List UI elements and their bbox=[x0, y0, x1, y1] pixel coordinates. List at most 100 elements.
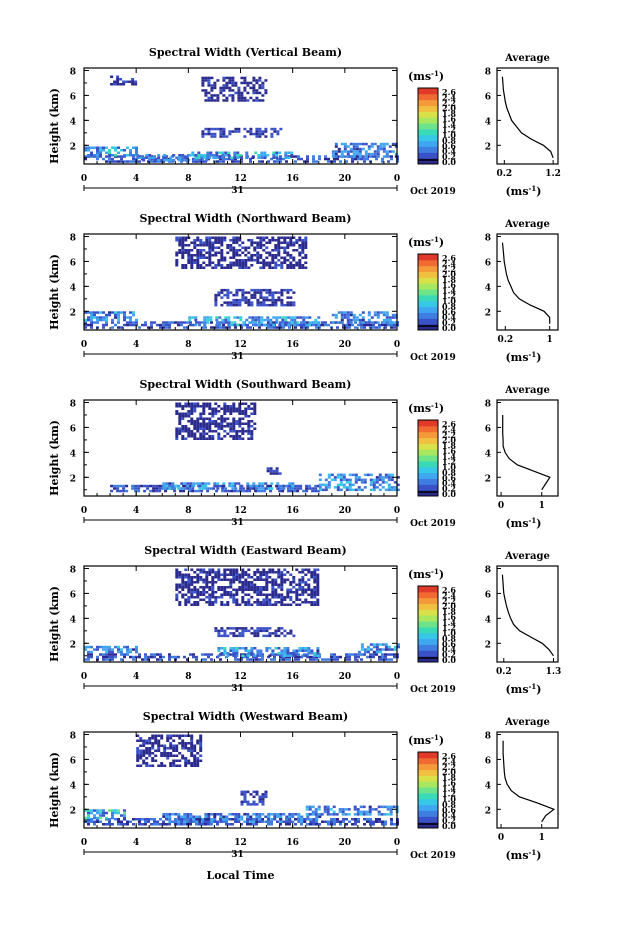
heatmap-cell bbox=[193, 259, 197, 262]
heatmap-cell bbox=[190, 734, 194, 737]
colorbar-swatch bbox=[418, 466, 438, 474]
heatmap-cell bbox=[180, 321, 183, 324]
heatmap-cell bbox=[189, 321, 192, 324]
heatmap-cell bbox=[326, 808, 330, 811]
heatmap-cell bbox=[190, 591, 194, 594]
heatmap-cell bbox=[204, 326, 207, 329]
colorbar-tick-label: 0.4 bbox=[442, 146, 456, 156]
heatmap-cell bbox=[111, 658, 114, 661]
heatmap-cell bbox=[243, 798, 247, 801]
colorbar-tick-label: 2.6 bbox=[442, 253, 456, 263]
heatmap-cell bbox=[223, 420, 227, 423]
heatmap-cell bbox=[391, 142, 395, 146]
heatmap-cell bbox=[227, 316, 231, 319]
heatmap-cell bbox=[162, 160, 165, 163]
heatmap-cell bbox=[225, 99, 229, 102]
colorbar-swatch bbox=[418, 443, 438, 450]
colorbar-swatch bbox=[418, 455, 438, 462]
heatmap-cell bbox=[280, 578, 284, 581]
heatmap-cell bbox=[235, 634, 239, 638]
heatmap-cell bbox=[340, 311, 344, 314]
colorbar-tick-label: 2.2 bbox=[442, 264, 456, 274]
heatmap-cell bbox=[90, 146, 93, 149]
heatmap-cell bbox=[229, 261, 233, 264]
heatmap-cell bbox=[158, 484, 162, 488]
heatmap-cell bbox=[266, 154, 270, 157]
colorbar-tick-label: 1.4 bbox=[442, 119, 456, 129]
heatmap-cell bbox=[352, 142, 356, 146]
heatmap-cell bbox=[265, 634, 269, 638]
day-label: 31 bbox=[231, 684, 244, 694]
heatmap-cell bbox=[223, 405, 227, 408]
heatmap-cell bbox=[238, 586, 242, 589]
heatmap-cell bbox=[247, 266, 251, 269]
heatmap-cell bbox=[159, 655, 162, 659]
heatmap-cell bbox=[237, 86, 241, 90]
heatmap-cell bbox=[277, 573, 281, 576]
heatmap-cell bbox=[177, 815, 181, 818]
heatmap-cell bbox=[313, 578, 317, 581]
heatmap-cell bbox=[216, 99, 220, 102]
heatmap-cell bbox=[264, 820, 268, 823]
heatmap-cell bbox=[193, 435, 197, 438]
heatmap-cell bbox=[310, 593, 314, 596]
heatmap-cell bbox=[382, 321, 386, 324]
heatmap-cell bbox=[207, 91, 211, 95]
heatmap-cell bbox=[223, 591, 227, 594]
heatmap-cell bbox=[292, 301, 296, 304]
heatmap-cell bbox=[232, 410, 236, 413]
heatmap-cell bbox=[268, 603, 272, 606]
heatmap-cell bbox=[199, 432, 203, 435]
heatmap-cell bbox=[303, 326, 306, 329]
heatmap-cell bbox=[126, 160, 129, 163]
heatmap-cell bbox=[229, 239, 233, 242]
heatmap-cell bbox=[277, 601, 281, 604]
heatmap-cell bbox=[280, 598, 284, 601]
heatmap-cell bbox=[204, 658, 207, 661]
heatmap-cell bbox=[306, 815, 310, 818]
heatmap-cell bbox=[222, 820, 226, 823]
heatmap-cell bbox=[181, 578, 185, 581]
heatmap-cell bbox=[153, 321, 156, 324]
heatmap-cell bbox=[145, 154, 149, 157]
heatmap-cell bbox=[231, 94, 235, 97]
colorbar-unit-close: ) bbox=[439, 70, 444, 83]
heatmap-cell bbox=[277, 251, 281, 254]
heatmap-cell bbox=[231, 84, 235, 87]
heatmap-cell bbox=[387, 160, 390, 163]
heatmap-cell bbox=[232, 573, 236, 576]
heatmap-cell bbox=[246, 81, 250, 85]
heatmap-cell bbox=[305, 323, 309, 327]
heatmap-cell bbox=[201, 81, 205, 85]
heatmap-cell bbox=[354, 481, 358, 484]
heatmap-cell bbox=[159, 323, 162, 327]
heatmap-cell bbox=[162, 484, 166, 488]
heatmap-cell bbox=[226, 573, 230, 576]
heatmap-cell bbox=[237, 658, 240, 661]
heatmap-cell bbox=[374, 808, 378, 811]
heatmap-cell bbox=[269, 489, 273, 493]
heatmap-cell bbox=[201, 157, 204, 161]
heatmap-cell bbox=[316, 591, 320, 594]
heatmap-cell bbox=[283, 241, 287, 244]
heatmap-cell bbox=[372, 643, 376, 646]
average-frame bbox=[496, 233, 559, 331]
heatmap-cell bbox=[287, 156, 291, 159]
average-x-tick-label: 0 bbox=[498, 833, 504, 843]
colorbar-tick-label: 1.6 bbox=[442, 778, 456, 788]
heatmap-cell bbox=[232, 427, 236, 430]
heatmap-cell bbox=[184, 586, 188, 589]
heatmap-cell bbox=[263, 151, 267, 154]
heatmap-cell bbox=[241, 241, 245, 244]
heatmap-cell bbox=[235, 239, 239, 242]
heatmap-cell bbox=[216, 820, 219, 823]
heatmap-cell bbox=[272, 316, 276, 319]
colorbar-tick-label: 1.2 bbox=[442, 623, 456, 633]
heatmap-cell bbox=[235, 288, 239, 292]
heatmap-cell bbox=[259, 239, 263, 242]
heatmap-cell bbox=[222, 653, 225, 656]
heatmap-cell bbox=[199, 749, 203, 752]
heatmap-cell bbox=[96, 146, 99, 149]
heatmap-cell bbox=[240, 658, 243, 661]
heatmap-cell bbox=[151, 747, 155, 750]
